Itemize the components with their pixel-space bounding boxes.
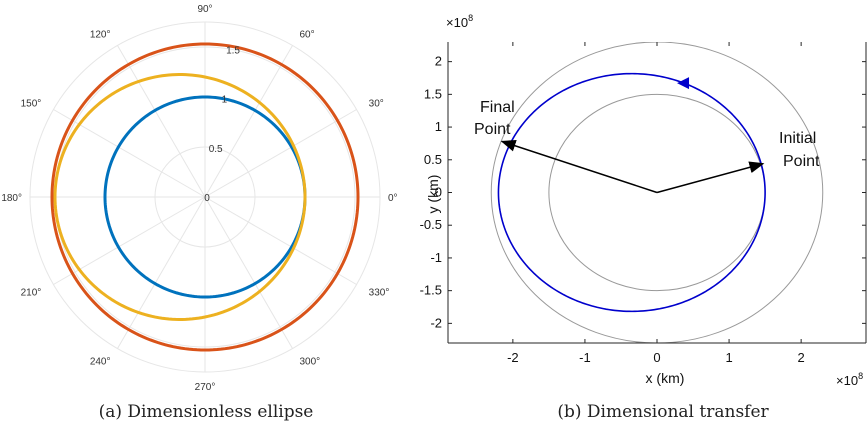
polar-angle-label: 150° [21, 99, 42, 110]
polar-grid-spoke [53, 196, 206, 285]
x-tick-label: 1 [725, 350, 732, 365]
direction-arrow [677, 77, 690, 90]
transfer-panel: -2 -1 0 1 2 2 1.5 1 0.5 0 -0.5 -1 -1.5 -2 y (km) x (k… [420, 13, 867, 388]
polar-radius-label: 1.5 [226, 45, 240, 56]
polar-angle-label: 300° [300, 357, 321, 368]
polar-angle-label: 210° [21, 288, 42, 299]
position-vectors [500, 139, 765, 194]
y-axis-label: y (km) [425, 175, 441, 214]
caption-b: (b) Dimensional transfer [557, 402, 769, 422]
polar-grid-spoke [117, 196, 206, 349]
final-position-vector [500, 139, 658, 194]
x-tick-label: -1 [579, 350, 591, 365]
final-point-label-line2: Point [474, 121, 511, 138]
y-tick-label: -1 [430, 250, 442, 265]
y-tick-label: 1.5 [424, 86, 442, 101]
polar-angle-label: 120° [90, 29, 111, 40]
polar-grid-spoke [204, 196, 357, 285]
transfer-series [490, 42, 824, 343]
y-tick-label: -2 [430, 315, 442, 330]
polar-angle-label: 30° [369, 99, 384, 110]
y-tick-label: 0.5 [424, 152, 442, 167]
polar-series-0 [103, 95, 307, 299]
polar-series [50, 42, 360, 352]
polar-series-1 [53, 73, 307, 321]
y-tick-label: 2 [435, 54, 442, 69]
polar-grid-spoke [204, 45, 293, 198]
polar-angle-label: 240° [90, 357, 111, 368]
y-tick-label: 0 [435, 185, 442, 200]
y-tick-label: -0.5 [420, 217, 442, 232]
x-tick-label: -2 [507, 350, 519, 365]
x-multiplier: ×108 [836, 371, 863, 388]
polar-panel: 0° 30° 60° 90° 120° 150° 180° 210° 240° 270° 300° 3… [1, 4, 397, 393]
polar-series-2 [50, 42, 360, 352]
axis-ticks: -2 -1 0 1 2 2 1.5 1 0.5 0 -0.5 -1 -1.5 -2 [420, 42, 866, 365]
y-multiplier: ×108 [446, 13, 473, 30]
y-tick-label: -1.5 [420, 283, 442, 298]
polar-grid-spoke [117, 45, 206, 198]
x-tick-label: 2 [798, 350, 805, 365]
polar-angle-label: 180° [1, 193, 22, 204]
polar-angle-label: 60° [300, 29, 315, 40]
polar-grid-spoke [204, 196, 293, 349]
polar-radius-label: 0 [204, 193, 210, 204]
polar-angle-label: 90° [197, 4, 212, 15]
x-tick-label: 0 [653, 350, 660, 365]
final-point-label-line1: Final [480, 99, 515, 116]
polar-angle-labels: 0° 30° 60° 90° 120° 150° 180° 210° 240° 270° 300° 3… [1, 4, 397, 393]
initial-position-vector [656, 161, 765, 194]
polar-grid-spoke [53, 109, 206, 198]
polar-radius-label: 1 [222, 95, 228, 106]
polar-angle-label: 0° [388, 193, 398, 204]
x-axis-label: x (km) [646, 370, 685, 386]
initial-point-label-line2: Point [783, 153, 820, 170]
polar-angle-label: 330° [369, 288, 390, 299]
polar-radius-labels: 0 0.5 1 1.5 [204, 45, 240, 204]
y-tick-label: 1 [435, 119, 442, 134]
transfer-orbit [497, 72, 766, 313]
initial-point-label-line1: Initial [779, 130, 816, 147]
polar-radius-label: 0.5 [209, 144, 223, 155]
polar-grid-spoke [204, 109, 357, 198]
polar-angle-label: 270° [195, 382, 216, 393]
orbit-circle [490, 42, 824, 343]
caption-a: (a) Dimensionless ellipse [99, 402, 314, 422]
